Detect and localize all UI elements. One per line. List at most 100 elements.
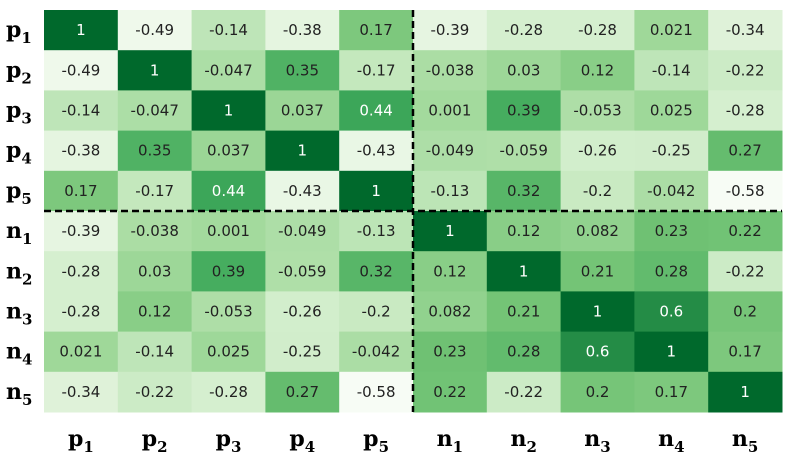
- cell-value-label: 1: [519, 262, 529, 280]
- column-label: p4: [289, 426, 315, 456]
- heatmap-cell: [486, 251, 562, 292]
- heatmap-cell: [265, 251, 340, 292]
- cell-value-label: 0.12: [581, 61, 614, 79]
- column-label: p3: [216, 426, 242, 456]
- heatmap-cell: [44, 10, 119, 51]
- heatmap-cell: [486, 50, 562, 91]
- cell-value-label: 0.082: [576, 222, 619, 240]
- cell-value-label: 0.6: [659, 303, 683, 321]
- cell-value-label: 0.2: [733, 303, 757, 321]
- cell-value-label: -0.14: [61, 102, 100, 120]
- heatmap-cell: [117, 130, 193, 172]
- cell-value-label: -0.13: [357, 222, 396, 240]
- heatmap-cell: [265, 130, 340, 172]
- cell-value-label: 1: [667, 343, 677, 361]
- heatmap-cell: [560, 251, 635, 292]
- heatmap-cell: [44, 50, 119, 91]
- heatmap-cell: [265, 291, 340, 333]
- cell-value-label: 0.021: [650, 21, 693, 39]
- heatmap-cell: [486, 371, 562, 413]
- heatmap-cell: [560, 10, 635, 51]
- cell-value-label: -0.34: [61, 383, 100, 401]
- cell-value-label: 0.17: [728, 343, 761, 361]
- heatmap-cell: [117, 90, 193, 132]
- heatmap-cell: [634, 371, 709, 413]
- heatmap-cell: [413, 291, 488, 333]
- cell-value-label: 0.17: [359, 21, 392, 39]
- cell-value-label: 0.44: [212, 182, 245, 200]
- heatmap-cell: [339, 130, 414, 172]
- row-label: n2: [6, 258, 32, 288]
- heatmap-cell: [708, 371, 783, 413]
- cell-value-label: -0.38: [61, 142, 100, 160]
- row-label: p2: [6, 57, 32, 87]
- heatmap-cell: [265, 90, 340, 132]
- heatmap-cell: [634, 291, 709, 333]
- cell-value-label: -0.39: [430, 21, 469, 39]
- heatmap-cell: [44, 251, 119, 292]
- cell-value-label: 0.12: [507, 222, 540, 240]
- cell-value-label: 0.17: [655, 383, 688, 401]
- heatmap-cell: [265, 331, 340, 373]
- heatmap-cell: [634, 10, 709, 51]
- heatmap-cell: [191, 251, 266, 292]
- cell-value-label: 1: [224, 102, 234, 120]
- row-label: p4: [6, 138, 32, 168]
- cell-value-label: -0.28: [61, 262, 100, 280]
- heatmap-cell: [413, 170, 488, 212]
- cell-value-label: -0.2: [583, 182, 612, 200]
- cell-value-label: 1: [371, 182, 381, 200]
- cell-value-label: -0.049: [278, 222, 326, 240]
- heatmap-cell: [191, 130, 266, 172]
- heatmap-cell: [117, 331, 193, 373]
- heatmap-cell: [117, 10, 193, 51]
- heatmap-cell: [265, 10, 340, 51]
- row-label: p5: [6, 178, 32, 208]
- heatmap-cell: [117, 371, 193, 413]
- heatmap-cell: [44, 130, 119, 172]
- cell-value-label: 0.27: [728, 142, 761, 160]
- cell-value-label: -0.042: [352, 343, 400, 361]
- heatmap-cell: [708, 251, 783, 292]
- cell-value-label: 0.001: [207, 222, 250, 240]
- heatmap-cell: [117, 170, 193, 212]
- cell-value-label: -0.25: [283, 343, 322, 361]
- cell-value-label: -0.43: [283, 182, 322, 200]
- heatmap-cell: [634, 251, 709, 292]
- row-label: n4: [6, 339, 32, 369]
- heatmap-cell: [634, 50, 709, 91]
- cell-value-label: 0.037: [207, 142, 250, 160]
- heatmap-cell: [191, 170, 266, 212]
- cell-value-label: -0.28: [61, 303, 100, 321]
- cell-value-label: -0.047: [131, 102, 179, 120]
- cell-value-label: -0.28: [578, 21, 617, 39]
- cell-value-label: 0.22: [728, 222, 761, 240]
- heatmap-cell: [486, 331, 562, 373]
- row-label: n5: [6, 379, 32, 409]
- heatmap-cell: [339, 90, 414, 132]
- heatmap-cell: [44, 371, 119, 413]
- heatmap-cell: [413, 331, 488, 373]
- cell-value-label: 0.03: [507, 61, 540, 79]
- heatmap-cell: [191, 10, 266, 51]
- heatmap-cell: [486, 291, 562, 333]
- heatmap-cell: [191, 211, 266, 252]
- column-label: n4: [658, 426, 684, 456]
- cell-value-label: -0.22: [135, 383, 174, 401]
- cell-value-label: 0.32: [359, 262, 392, 280]
- cell-value-label: -0.049: [426, 142, 474, 160]
- heatmap-cell: [708, 331, 783, 373]
- heatmap-cell: [191, 90, 266, 132]
- cell-value-label: -0.49: [135, 21, 174, 39]
- heatmap-cell: [634, 211, 709, 252]
- heatmap-cell: [117, 50, 193, 91]
- heatmap-cell: [634, 90, 709, 132]
- cell-value-label: -0.053: [573, 102, 621, 120]
- cell-value-label: -0.34: [726, 21, 765, 39]
- cell-value-label: -0.38: [283, 21, 322, 39]
- heatmap-cell: [413, 130, 488, 172]
- heatmap-cell: [708, 10, 783, 51]
- heatmap-cell: [339, 10, 414, 51]
- cell-value-label: 0.35: [286, 61, 319, 79]
- cell-value-label: -0.042: [647, 182, 695, 200]
